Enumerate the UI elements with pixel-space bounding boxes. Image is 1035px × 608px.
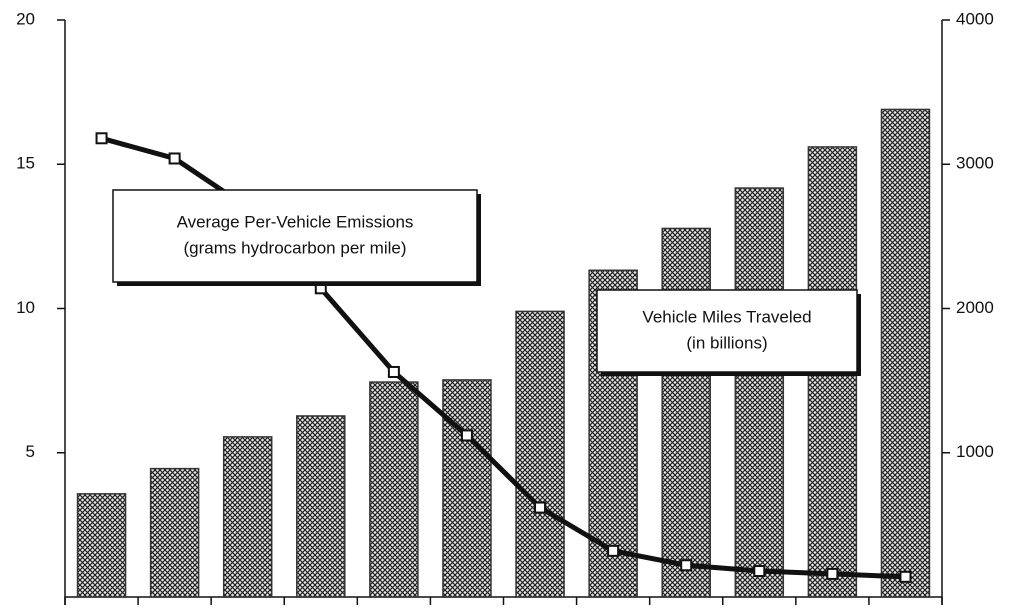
annotation-box bbox=[112, 189, 478, 283]
bar bbox=[515, 310, 565, 598]
y2-tick-label: 2000 bbox=[956, 298, 994, 317]
bar bbox=[734, 187, 785, 598]
bar bbox=[149, 467, 200, 598]
annotation-text: Average Per-Vehicle Emissions bbox=[177, 212, 414, 231]
annotation-text: Vehicle Miles Traveled bbox=[642, 307, 811, 326]
line-marker bbox=[753, 565, 766, 578]
line-marker bbox=[680, 559, 693, 572]
y2-tick-label: 4000 bbox=[956, 9, 994, 28]
line-marker bbox=[387, 365, 400, 378]
y-tick-label: 20 bbox=[16, 9, 35, 28]
line-marker bbox=[826, 567, 839, 580]
line-marker bbox=[95, 132, 108, 145]
y2-tick-label: 3000 bbox=[956, 154, 994, 173]
y-tick-label: 5 bbox=[26, 442, 35, 461]
bar bbox=[661, 227, 711, 598]
line-marker bbox=[607, 544, 620, 557]
line-marker bbox=[534, 501, 547, 514]
line-marker bbox=[168, 152, 181, 165]
bar bbox=[222, 436, 273, 598]
annotation-text: (grams hydrocarbon per mile) bbox=[184, 238, 407, 257]
bar bbox=[296, 415, 346, 598]
bar bbox=[442, 379, 492, 598]
bar bbox=[76, 493, 127, 598]
line-marker bbox=[899, 570, 912, 583]
annotation-text: (in billions) bbox=[686, 333, 767, 352]
y-tick-label: 10 bbox=[16, 298, 35, 317]
y-tick-label: 15 bbox=[16, 154, 35, 173]
y2-tick-label: 1000 bbox=[956, 442, 994, 461]
bar bbox=[880, 108, 931, 598]
annotation-box bbox=[596, 289, 858, 373]
bar bbox=[369, 381, 419, 598]
line-marker bbox=[460, 429, 473, 442]
